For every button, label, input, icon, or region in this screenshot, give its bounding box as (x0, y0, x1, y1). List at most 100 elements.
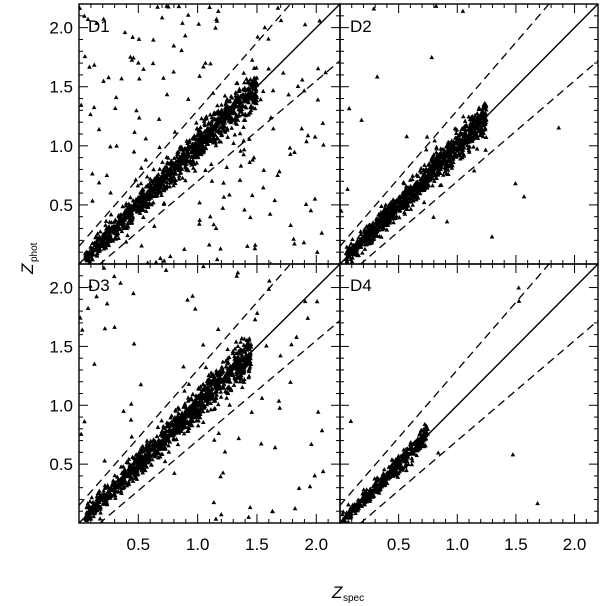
scatter-point (121, 225, 126, 231)
scatter-point (103, 496, 109, 501)
scatter-point (101, 501, 107, 506)
scatter-point (154, 433, 160, 439)
scatter-point (135, 183, 141, 188)
scatter-point (429, 54, 435, 60)
scatter-point (211, 117, 217, 122)
scatter-point (179, 160, 185, 165)
scatter-point (320, 468, 326, 474)
scatter-point (110, 478, 116, 483)
scatter-point (128, 208, 134, 213)
scatter-point (131, 149, 137, 154)
scatter-point (401, 179, 406, 185)
scatter-point (437, 182, 443, 188)
scatter-point (192, 146, 197, 152)
scatter-point (246, 341, 251, 346)
scatter-point (108, 212, 114, 217)
scatter-point (186, 408, 192, 414)
scatter-point (215, 116, 221, 121)
scatter-point (181, 404, 186, 409)
scatter-point (152, 185, 158, 190)
scatter-point (172, 437, 177, 442)
scatter-point (126, 203, 132, 208)
scatter-point (119, 221, 125, 226)
scatter-point (419, 174, 425, 180)
scatter-point (242, 104, 248, 109)
scatter-point (276, 398, 282, 403)
scatter-point (362, 502, 367, 507)
scatter-point (213, 143, 219, 148)
scatter-point (135, 209, 141, 214)
scatter-point (127, 218, 132, 223)
scatter-point (303, 201, 309, 206)
scatter-point (231, 365, 236, 370)
scatter-point (275, 172, 280, 178)
scatter-point (225, 377, 231, 383)
scatter-point (389, 462, 394, 468)
scatter-point (426, 170, 432, 176)
scatter-point (203, 167, 208, 172)
scatter-point (121, 408, 126, 413)
scatter-point (166, 449, 172, 454)
scatter-point (157, 166, 163, 171)
scatter-point (272, 445, 278, 450)
scatter-point (433, 164, 438, 169)
scatter-point (266, 36, 271, 41)
scatter-point (237, 369, 242, 374)
scatter-point (384, 222, 390, 227)
scatter-point (192, 168, 198, 173)
scatter-point (381, 226, 387, 231)
scatter-point (160, 177, 166, 183)
scatter-point (401, 459, 407, 464)
scatter-point (190, 391, 196, 397)
scatter-point (145, 189, 150, 194)
scatter-point (179, 166, 185, 171)
scatter-point (218, 375, 223, 380)
scatter-point (367, 491, 373, 496)
scatter-point (167, 428, 173, 433)
scatter-point (160, 437, 165, 442)
scatter-point (175, 420, 181, 425)
scatter-point (461, 152, 467, 157)
scatter-point (144, 174, 150, 179)
scatter-point (483, 147, 488, 152)
scatter-point (132, 129, 137, 134)
scatter-point (230, 348, 236, 353)
scatter-point (353, 510, 358, 515)
scatter-point (101, 488, 106, 493)
scatter-point (218, 246, 223, 251)
scatter-point (164, 176, 170, 181)
scatter-point (164, 154, 170, 159)
scatter-points (340, 4, 562, 264)
scatter-point (147, 441, 152, 446)
scatter-point (197, 145, 203, 150)
scatter-point (427, 161, 432, 166)
upper-dashed-line (340, 4, 550, 247)
scatter-point (214, 368, 219, 373)
scatter-point (314, 249, 320, 254)
scatter-point (317, 18, 322, 23)
scatter-point (82, 53, 88, 59)
scatter-point (114, 474, 120, 479)
scatter-point (408, 187, 413, 192)
scatter-point (156, 437, 162, 442)
scatter-point (245, 354, 250, 359)
scatter-point (189, 414, 194, 419)
scatter-point (198, 409, 203, 414)
scatter-point (388, 208, 394, 213)
scatter-point (83, 516, 89, 521)
scatter-point (315, 66, 321, 71)
scatter-point (391, 220, 396, 225)
scatter-point (292, 505, 298, 511)
scatter-point (207, 214, 213, 219)
scatter-point (176, 173, 182, 178)
scatter-point (138, 181, 144, 186)
scatter-point (204, 385, 210, 391)
scatter-point (346, 253, 351, 258)
scatter-point (240, 354, 246, 359)
ticks (340, 264, 598, 523)
scatter-point (141, 203, 147, 208)
scatter-point (149, 462, 154, 467)
scatter-point (175, 423, 181, 428)
scatter-point (371, 233, 377, 238)
scatter-point (194, 120, 199, 125)
